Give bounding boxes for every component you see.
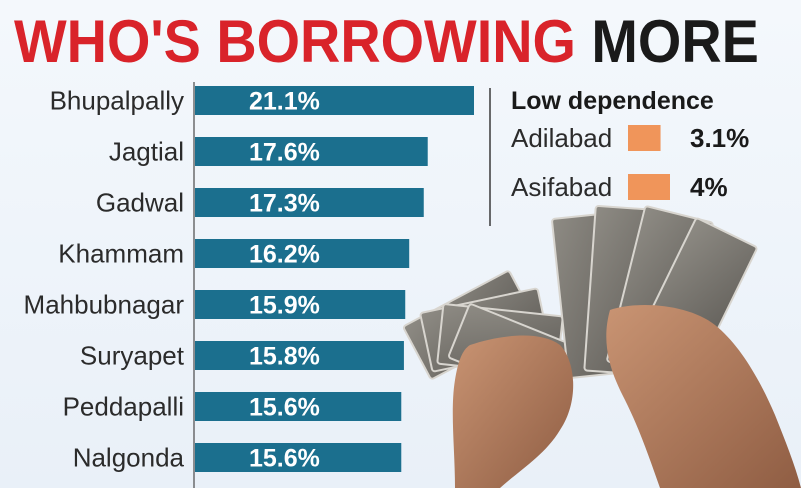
- bar-khammam: [195, 239, 410, 268]
- low-dependence-value-adilabad: 3.1%: [690, 123, 749, 153]
- category-label-bhupalpally: Bhupalpally: [50, 86, 184, 116]
- bar-mahbubnagar: [195, 290, 406, 319]
- money-hands-illustration: [402, 204, 801, 488]
- left-hand: [452, 335, 574, 488]
- category-label-khammam: Khammam: [58, 239, 184, 269]
- category-label-suryapet: Suryapet: [80, 341, 185, 371]
- bars-layer: Bhupalpally 21.1% Jagtial 17.6% Gadwal 17.3% K…: [24, 86, 474, 473]
- value-label-gadwal: 17.3%: [249, 190, 320, 218]
- low-dependence-bar-adilabad: [628, 125, 661, 151]
- low-dependence-name-asifabad: Asifabad: [511, 172, 612, 202]
- value-label-mahbubnagar: 15.9%: [249, 292, 320, 320]
- bar-peddapalli: [195, 392, 402, 421]
- low-dependence-heading: Low dependence: [511, 87, 714, 115]
- bar-gadwal: [195, 188, 424, 217]
- value-label-bhupalpally: 21.1%: [249, 88, 320, 116]
- category-label-nalgonda: Nalgonda: [73, 443, 185, 473]
- category-label-mahbubnagar: Mahbubnagar: [24, 290, 185, 320]
- title-black-part: MORE: [591, 8, 759, 75]
- category-label-gadwal: Gadwal: [96, 188, 184, 218]
- title-red-part: WHO'S BORROWING: [14, 8, 576, 75]
- right-hand: [606, 305, 801, 488]
- value-label-khammam: 16.2%: [249, 241, 320, 269]
- category-label-peddapalli: Peddapalli: [63, 392, 184, 422]
- value-label-suryapet: 15.8%: [249, 343, 320, 371]
- value-label-peddapalli: 15.6%: [249, 394, 320, 422]
- value-label-nalgonda: 15.6%: [249, 445, 320, 473]
- chart-title: WHO'S BORROWING MORE: [14, 6, 759, 78]
- bar-jagtial: [195, 137, 428, 166]
- bar-bhupalpally: [195, 86, 474, 115]
- bar-suryapet: [195, 341, 404, 370]
- low-dependence-name-adilabad: Adilabad: [511, 123, 612, 153]
- low-dependence-value-asifabad: 4%: [690, 172, 728, 202]
- low-dependence-panel: Low dependence Adilabad 3.1% Asifabad 4%: [511, 87, 749, 202]
- bar-nalgonda: [195, 443, 402, 472]
- low-dependence-bar-asifabad: [628, 174, 670, 200]
- value-label-jagtial: 17.6%: [249, 139, 320, 167]
- category-label-jagtial: Jagtial: [109, 137, 184, 167]
